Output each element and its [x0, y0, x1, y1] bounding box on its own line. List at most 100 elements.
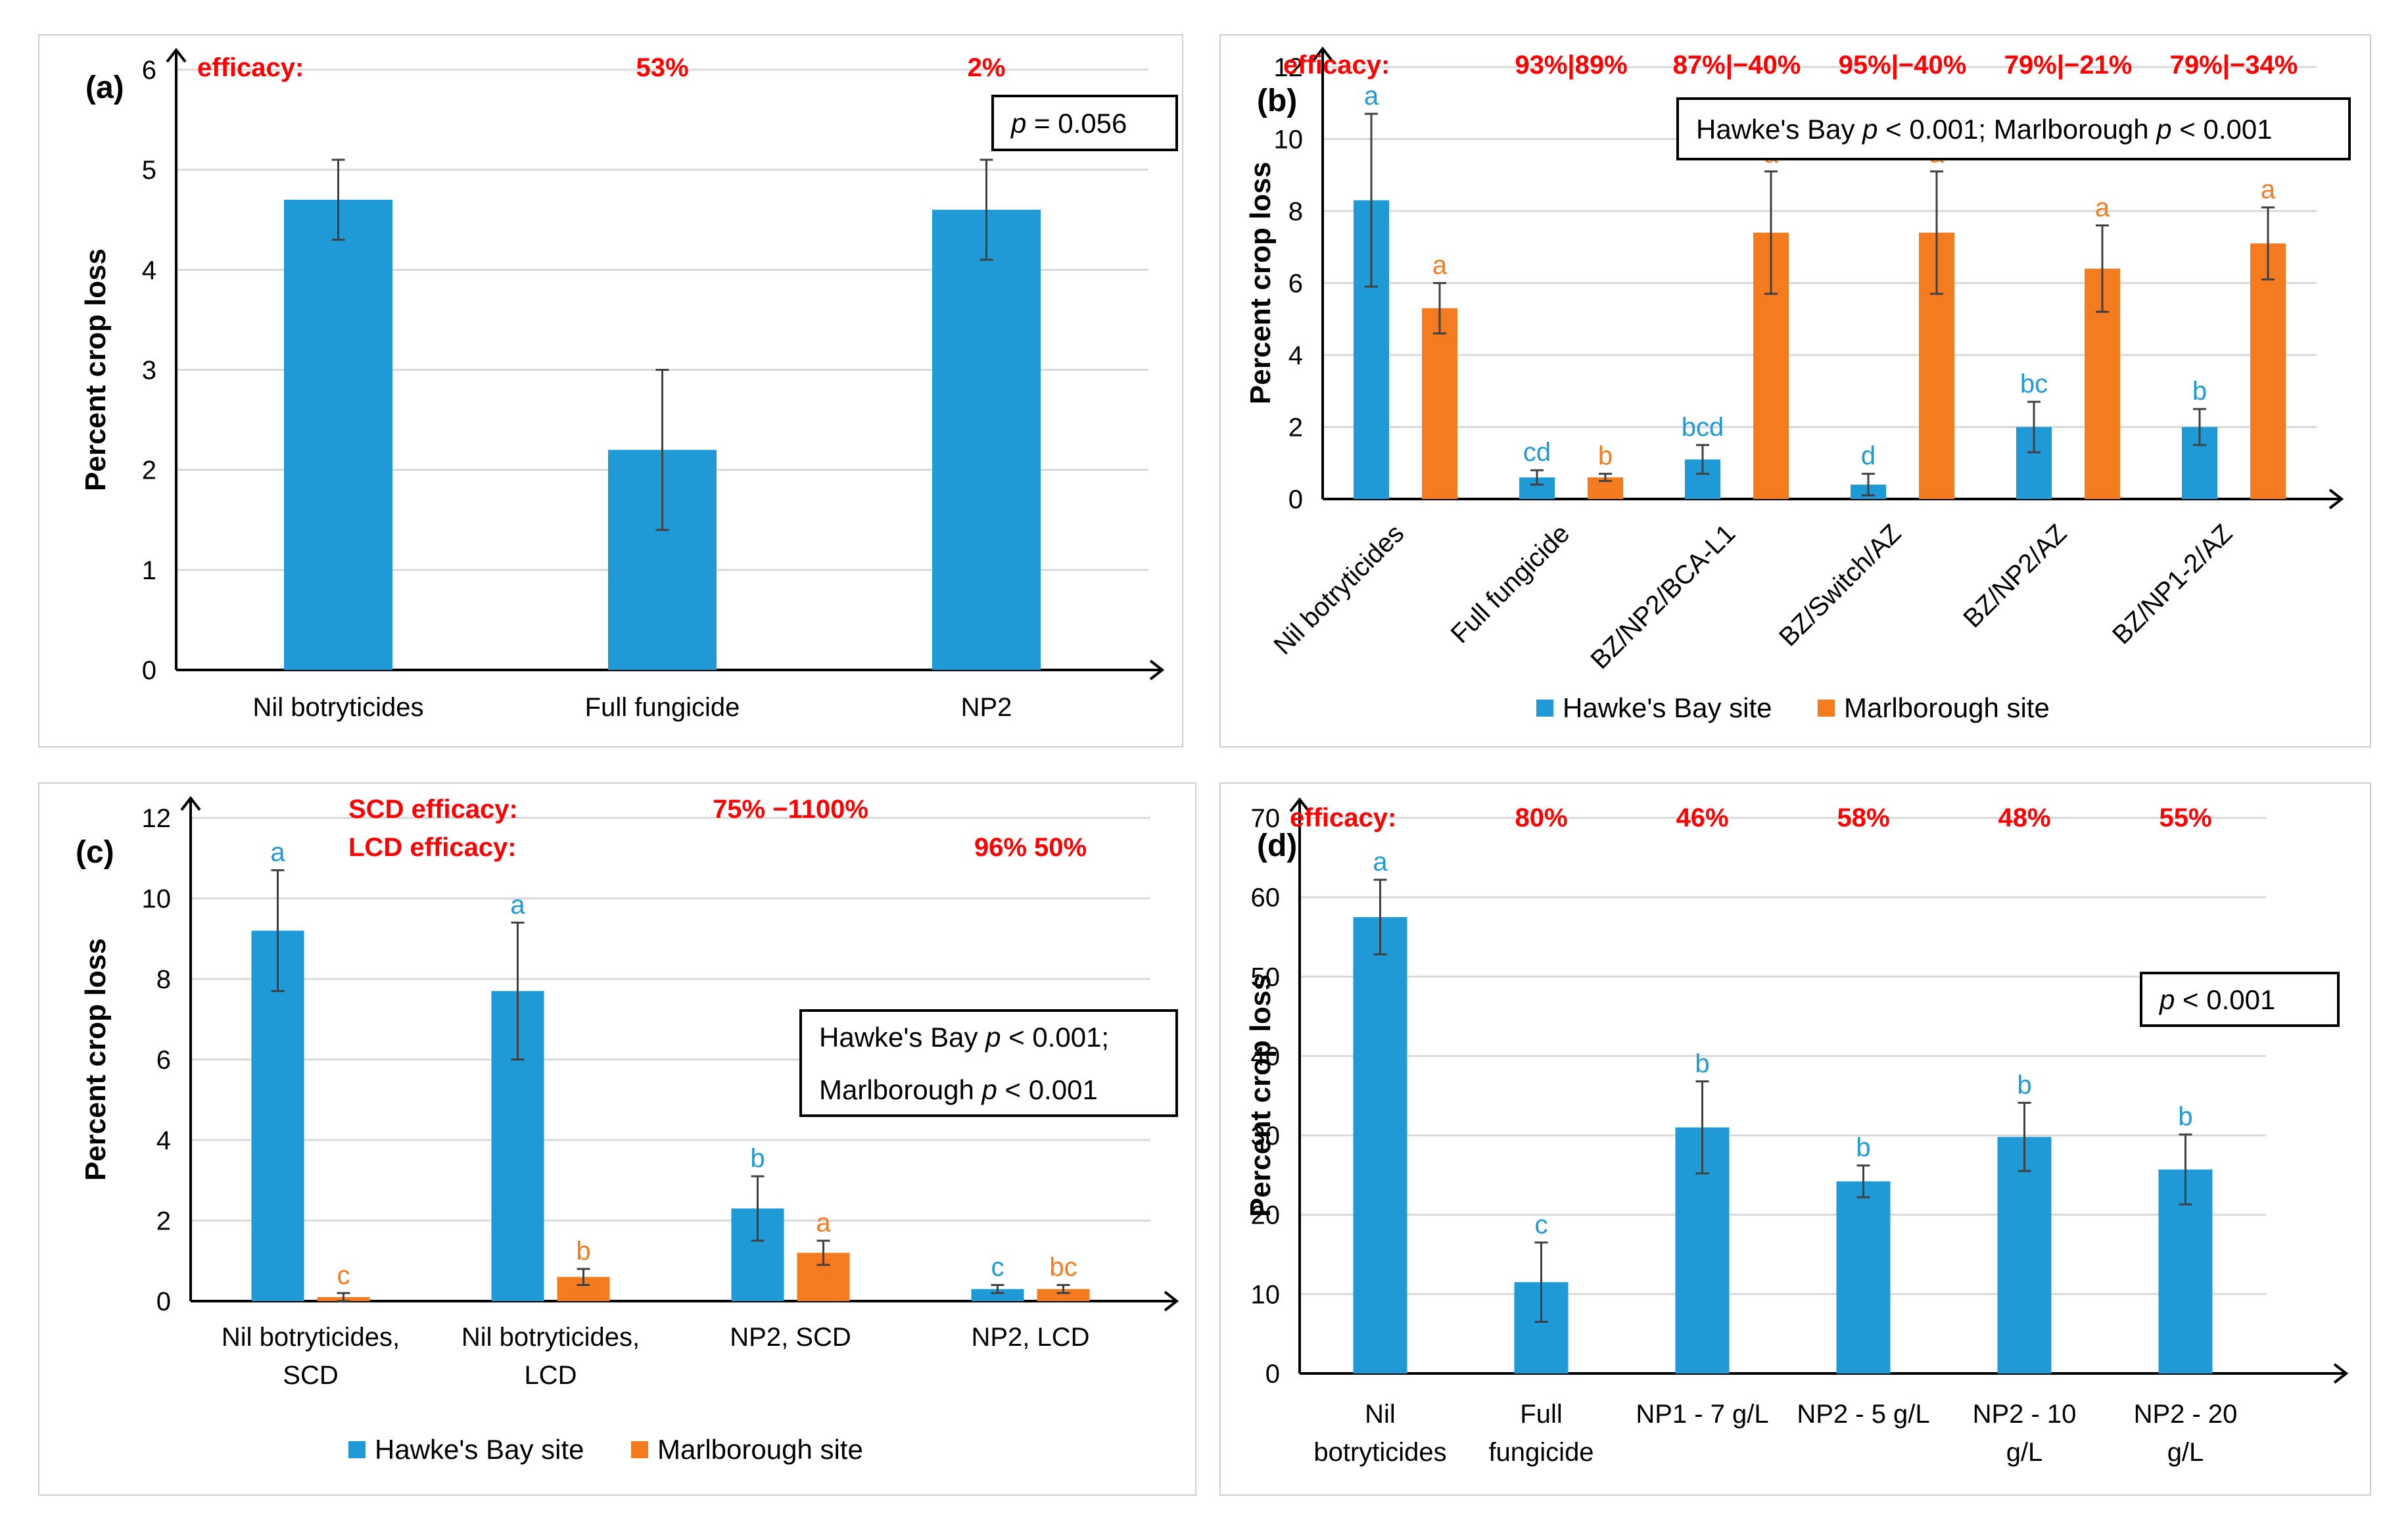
efficacy-value: 75% −1100% — [713, 795, 868, 824]
bar — [1836, 1181, 1891, 1373]
category-label: BZ/NP1-2/AZ — [2107, 519, 2238, 650]
legend-label: Hawke's Bay site — [1563, 692, 1772, 723]
efficacy-label: efficacy: — [1290, 803, 1396, 832]
significance-letter: b — [2017, 1070, 2031, 1099]
category-label: Nil botryticides — [1268, 519, 1409, 660]
panel-a: 0 1 2 3 4 5 6 (a) Percent crop loss Nil botrytici… — [38, 34, 1183, 748]
panel-c: 0 2 4 6 8 10 12 (c) Percent crop loss a a b c c b a bc Ni… — [38, 782, 1196, 1496]
efficacy-value: 53% — [636, 53, 688, 82]
category-label: Full fungicide — [585, 693, 740, 722]
chart-a: 0 1 2 3 4 5 6 (a) Percent crop loss Nil botrytici… — [80, 47, 1178, 722]
legend-swatch — [1536, 700, 1553, 717]
category-label: fungicide — [1488, 1438, 1594, 1467]
y-tick-label: 0 — [142, 656, 156, 685]
category-label: BZ/NP2/BCA-L1 — [1585, 519, 1741, 675]
y-tick-label: 4 — [142, 256, 156, 285]
category-label: NP2, LCD — [971, 1323, 1089, 1352]
y-tick-label: 2 — [156, 1207, 171, 1236]
efficacy-value: 48% — [1998, 803, 2050, 832]
p-value-part: < 0.001 — [997, 1074, 1098, 1105]
y-tick-label: 70 — [1251, 804, 1281, 833]
category-label: LCD — [524, 1361, 577, 1390]
significance-letter: bc — [2020, 369, 2048, 398]
y-axis-label: Percent crop loss — [80, 938, 112, 1181]
p-value-text: p = 0.056 — [1010, 108, 1127, 139]
y-axis-arrow — [180, 796, 201, 811]
significance-letter: b — [2192, 377, 2207, 406]
category-label: Nil botryticides — [252, 693, 423, 722]
significance-letter: a — [2095, 193, 2110, 222]
efficacy-value: 79%|−21% — [2004, 51, 2133, 80]
legend-label: Marlborough site — [657, 1434, 863, 1465]
p-value-box — [1676, 97, 2351, 160]
category-label: Full — [1520, 1400, 1562, 1429]
bar — [1037, 1289, 1090, 1301]
category-label: Nil botryticides, — [461, 1323, 640, 1352]
significance-letter: b — [1695, 1049, 1709, 1078]
y-tick-label: 4 — [1288, 341, 1303, 370]
y-tick-label: 8 — [156, 965, 171, 994]
y-tick-label: 40 — [1251, 1042, 1281, 1071]
y-tick-label: 2 — [142, 456, 156, 485]
significance-letter: b — [2178, 1103, 2192, 1131]
legend-label: Marlborough site — [1844, 692, 2050, 723]
panel-label: (d) — [1257, 828, 1297, 863]
significance-letter: a — [1364, 82, 1379, 110]
y-tick-label: 3 — [142, 356, 156, 385]
p-value-text: Hawke's Bay p < 0.001; Marlborough p < 0… — [1696, 114, 2273, 145]
y-tick-label: 0 — [1288, 485, 1303, 514]
significance-letter: a — [510, 890, 525, 919]
bar — [932, 210, 1041, 670]
significance-letter: a — [2261, 176, 2276, 204]
p-value-part: < 0.001 — [2175, 984, 2275, 1015]
significance-letter: b — [750, 1144, 765, 1173]
bar — [971, 1289, 1024, 1301]
category-label: Nil — [1365, 1400, 1396, 1429]
y-axis-label: Percent crop loss — [1244, 974, 1277, 1217]
panel-label: (a) — [85, 70, 124, 105]
y-axis-arrow — [1312, 46, 1333, 62]
y-tick-label: 6 — [156, 1046, 171, 1075]
significance-letter: b — [576, 1237, 590, 1266]
y-tick-label: 1 — [142, 556, 156, 585]
efficacy-value: 95%|−40% — [1839, 51, 1967, 80]
bar — [1353, 917, 1407, 1373]
y-tick-label: 6 — [1288, 270, 1303, 298]
category-label: BZ/Switch/AZ — [1774, 519, 1906, 652]
y-tick-label: 5 — [142, 156, 156, 185]
efficacy-label: efficacy: — [197, 53, 304, 82]
p-value-part: = 0.056 — [1026, 108, 1127, 139]
x-axis-arrow — [1149, 659, 1165, 680]
panel-label: (b) — [1257, 83, 1297, 118]
y-tick-label: 0 — [156, 1287, 171, 1316]
p-value-part: < 0.001; Marlborough — [1877, 114, 2156, 145]
category-label: SCD — [283, 1361, 338, 1390]
category-label: NP2, SCD — [730, 1323, 851, 1352]
p-value-part: Hawke's Bay — [819, 1022, 985, 1053]
y-tick-label: 6 — [142, 56, 156, 85]
significance-letter: a — [1373, 847, 1388, 876]
x-axis-arrow — [1164, 1291, 1179, 1312]
category-label: g/L — [2006, 1438, 2043, 1467]
significance-letter: a — [1432, 251, 1448, 280]
category-label: NP2 - 20 — [2134, 1400, 2238, 1429]
p-value-box — [991, 95, 1178, 151]
y-axis-label: Percent crop loss — [80, 249, 112, 491]
y-tick-label: 50 — [1251, 963, 1281, 991]
category-label: NP2 - 10 — [1973, 1400, 2077, 1429]
efficacy-value: 96% 50% — [974, 833, 1087, 862]
efficacy-value: 93%|89% — [1515, 51, 1627, 80]
y-tick-label: 2 — [1288, 414, 1303, 442]
efficacy-value: 58% — [1837, 803, 1889, 832]
significance-letter: cd — [1523, 438, 1551, 467]
y-tick-label: 0 — [1265, 1360, 1280, 1389]
y-axis-arrow — [1289, 797, 1310, 813]
panel-label: (c) — [76, 835, 114, 870]
p-value-part: p — [984, 1022, 1001, 1053]
chart-b: 0 2 4 6 8 10 12(b) Percent crop loss a cd bcd d bc b a… — [1244, 46, 2351, 723]
chart-d: 0 10 20 30 40 50 60 70(d) Percent crop loss a c b b b… — [1244, 797, 2349, 1467]
efficacy-label: LCD efficacy: — [348, 833, 517, 862]
y-tick-label: 10 — [142, 885, 172, 914]
efficacy-label: efficacy: — [1283, 51, 1390, 80]
